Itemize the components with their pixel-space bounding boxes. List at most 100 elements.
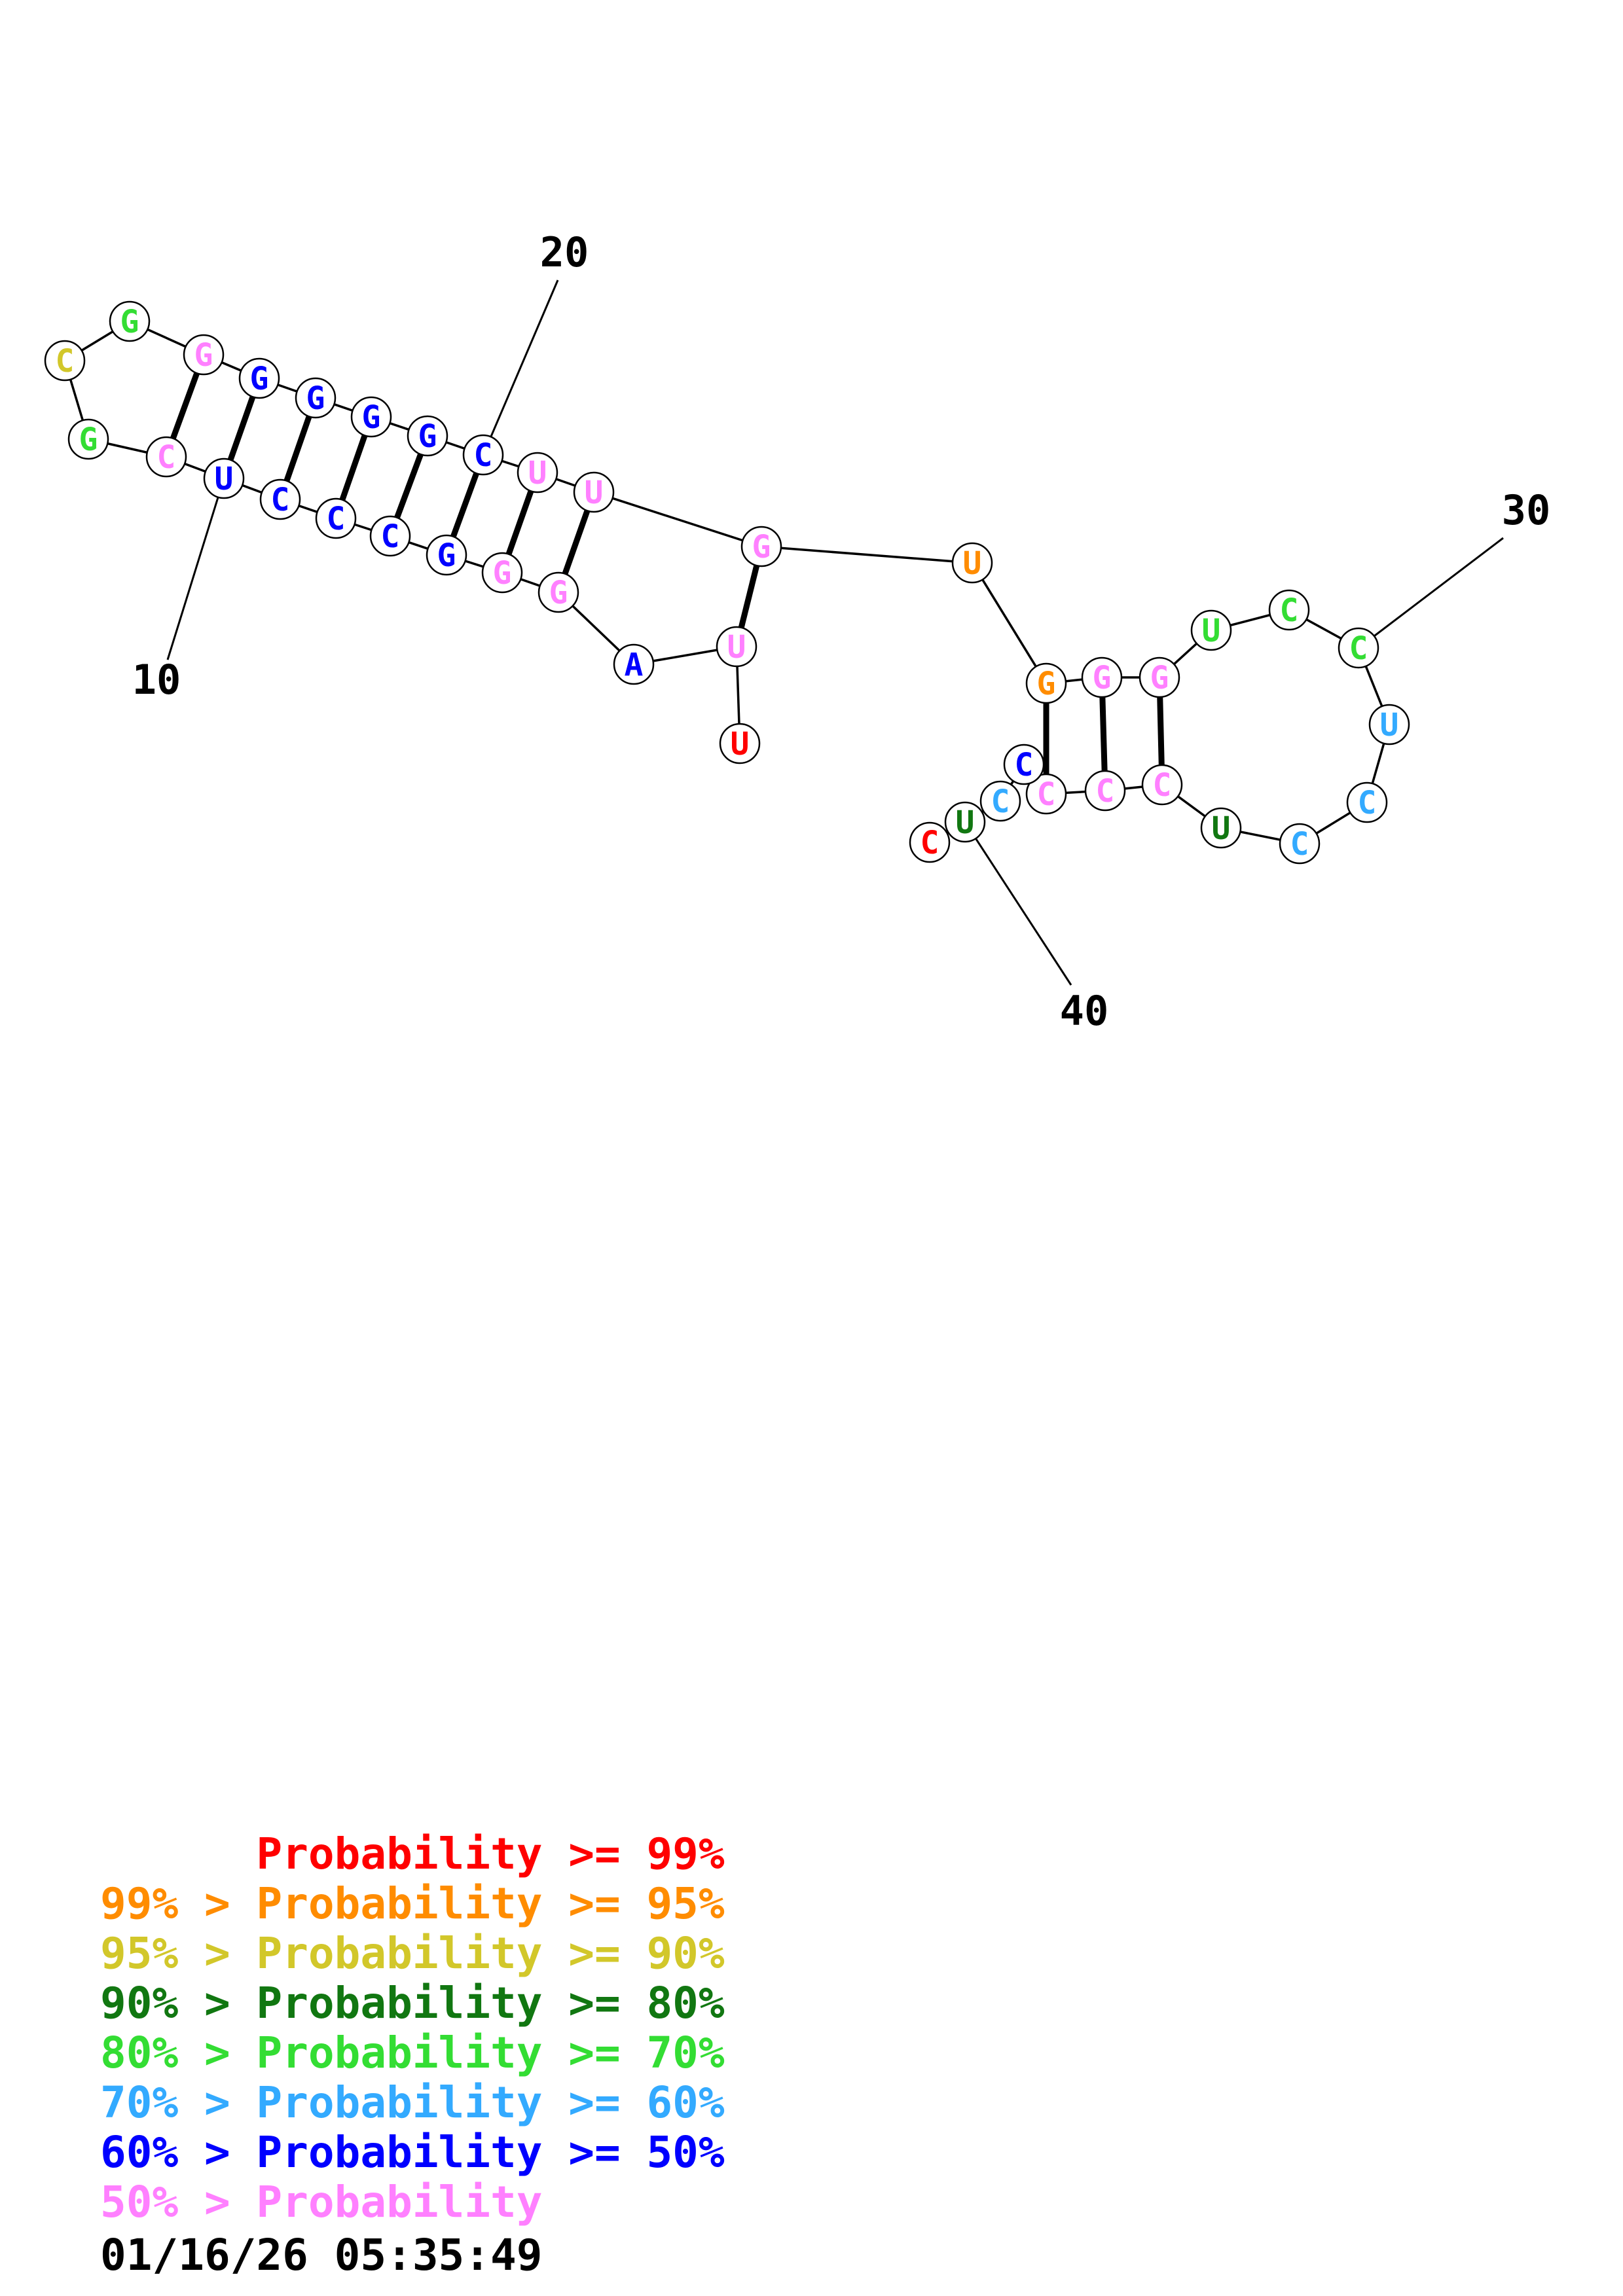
nucleotide-circle [613,643,655,685]
nucleotide-circle [944,801,986,843]
position-label-pointer [1358,537,1504,649]
nucleotide-circle [1003,744,1045,785]
nucleotide-base: G [1037,666,1056,702]
nucleotide-base: C [1280,592,1299,629]
nucleotide-circle [350,396,392,438]
position-label: 40 [1060,987,1109,1035]
nucleotide-circle [538,571,579,613]
nucleotide-circle [979,780,1021,822]
legend-item: 90% > Probability >= 80% [100,1978,725,2028]
legend-item: 95% > Probability >= 90% [100,1928,725,1979]
nucleotide-base: C [921,825,939,861]
nucleotide-circle [1025,773,1067,815]
nucleotide-base: G [250,361,269,397]
nucleotide-base: C [271,482,290,518]
nucleotide-circle [407,415,448,457]
nucleotide-circle [315,497,357,539]
nucleotide-circle [238,357,280,399]
nucleotide-base: U [1202,613,1221,649]
nucleotide-base: U [731,726,750,762]
backbone-segment [971,562,1048,684]
nucleotide-circle [1084,770,1126,812]
legend-item: 70% > Probability >= 60% [100,2077,725,2128]
nucleotide-circle [67,418,109,460]
nucleotide-base: G [418,418,437,455]
position-label-pointer [482,279,559,456]
position-label-pointer [166,478,225,660]
nucleotide-base: G [194,337,213,374]
nucleotide-base: G [1150,660,1169,696]
legend-item: 60% > Probability >= 50% [100,2127,725,2178]
position-label: 20 [540,228,589,276]
nucleotide-base: C [991,783,1010,820]
legend-item: 99% > Probability >= 95% [100,1878,725,1929]
nucleotide-base: U [528,455,547,492]
nucleotide-circle [1081,656,1123,698]
backbone-segment [761,545,973,564]
nucleotide-circle [369,515,411,557]
legend: Probability >= 99% 99% > Probability >= 9… [100,1829,725,2227]
nucleotide-circle [716,626,757,668]
nucleotide-base: G [362,399,381,436]
nucleotide-circle [1338,627,1379,669]
nucleotide-circle [295,377,337,419]
nucleotide-base: C [1358,785,1377,821]
nucleotide-base: G [120,304,139,340]
nucleotide-base: G [79,422,98,458]
nucleotide-base: A [625,647,644,683]
nucleotide-circle [951,542,993,584]
legend-item: 50% > Probability [100,2177,543,2227]
timestamp: 01/16/26 05:35:49 [100,2230,543,2280]
nucleotide-base: C [157,439,176,476]
nucleotide-circle [1200,807,1242,849]
nucleotide-circle [740,526,782,567]
nucleotide-base: G [752,529,771,565]
backbone-segment [593,491,762,548]
nucleotide-circle [183,334,225,376]
nucleotide-base: C [56,343,75,380]
nucleotide-circle [719,723,761,764]
nucleotide-base: G [493,555,512,592]
nucleotide-base: U [1212,810,1231,847]
nucleotide-base: G [306,380,325,417]
nucleotide-base: C [1096,773,1115,810]
nucleotide-base: C [1290,826,1309,863]
nucleotide-circle [1141,764,1183,806]
nucleotide-base: G [437,537,456,574]
nucleotide-base: U [215,461,234,497]
nucleotide-base: C [1037,776,1056,813]
nucleotide-circle [573,471,615,513]
nucleotide-base: C [1153,767,1172,804]
nucleotide-base: C [381,518,400,555]
nucleotide-base: G [1093,660,1112,696]
position-label-pointer [964,821,1072,986]
nucleotide-circle [1190,609,1232,651]
nucleotide-base: U [727,629,746,666]
position-label: 30 [1502,486,1551,534]
nucleotide-base: G [549,575,568,611]
nucleotide-base: C [1349,630,1368,667]
nucleotide-circle [1346,781,1388,823]
nucleotide-base: C [327,501,346,537]
legend-item: Probability >= 99% [100,1829,725,1879]
nucleotide-circle [259,478,301,520]
nucleotide-circle [109,300,151,342]
nucleotide-circle [203,457,245,499]
nucleotide-circle [481,552,523,594]
nucleotide-circle [1139,656,1180,698]
nucleotide-circle [426,534,467,576]
nucleotide-circle [462,434,504,476]
nucleotide-circle [517,452,558,493]
nucleotide-circle [1268,589,1310,631]
nucleotide-base: U [585,475,604,511]
nucleotide-base: U [963,545,982,582]
nucleotide-base: U [1380,707,1399,744]
nucleotide-circle [44,340,86,382]
nucleotide-base: U [956,804,975,841]
nucleotide-circle [145,436,187,478]
position-label: 10 [132,656,181,704]
nucleotide-circle [1279,823,1321,865]
nucleotide-circle [1025,662,1067,704]
